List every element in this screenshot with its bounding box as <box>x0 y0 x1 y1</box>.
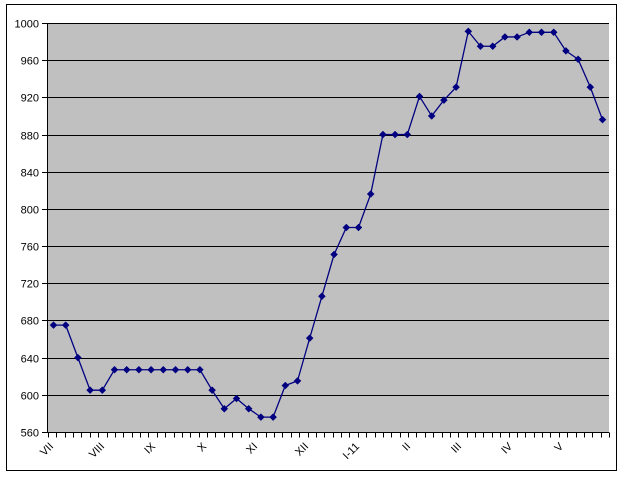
data-point[interactable] <box>74 353 82 362</box>
data-point[interactable] <box>586 83 595 91</box>
data-point[interactable] <box>269 413 277 421</box>
data-point[interactable] <box>452 83 460 91</box>
data-point[interactable] <box>86 386 94 395</box>
y-axis-label: 1000 <box>15 19 39 31</box>
y-axis-label: 960 <box>21 56 39 68</box>
data-point[interactable] <box>379 130 387 139</box>
data-point[interactable] <box>293 377 302 385</box>
data-point[interactable] <box>110 365 119 374</box>
data-point[interactable] <box>257 413 265 421</box>
y-axis-label: 800 <box>21 205 39 217</box>
data-point[interactable] <box>391 130 399 139</box>
data-point[interactable] <box>598 115 607 124</box>
y-axis-label: 600 <box>21 391 39 403</box>
data-point[interactable] <box>171 365 180 374</box>
data-point[interactable] <box>427 112 436 120</box>
y-axis-label: 840 <box>21 168 39 180</box>
data-point[interactable] <box>281 381 290 390</box>
data-point[interactable] <box>244 404 253 413</box>
data-point[interactable] <box>49 321 58 329</box>
data-point[interactable] <box>208 386 216 395</box>
data-point[interactable] <box>330 250 338 259</box>
data-point[interactable] <box>562 47 570 55</box>
data-point[interactable] <box>476 42 485 51</box>
data-point[interactable] <box>501 33 509 41</box>
data-point[interactable] <box>220 404 229 413</box>
data-point[interactable] <box>574 55 582 64</box>
y-axis-label: 920 <box>21 93 39 105</box>
y-axis-label: 760 <box>21 242 39 254</box>
data-point[interactable] <box>305 334 314 342</box>
data-point[interactable] <box>196 365 204 374</box>
data-point[interactable] <box>61 321 70 329</box>
y-axis-label: 880 <box>21 131 39 143</box>
data-point[interactable] <box>232 394 241 403</box>
y-axis-label: 640 <box>21 354 39 366</box>
y-axis-label: 720 <box>21 279 39 291</box>
data-point[interactable] <box>488 42 497 51</box>
data-point[interactable] <box>354 223 363 232</box>
data-point[interactable] <box>183 365 192 374</box>
data-point[interactable] <box>98 386 107 395</box>
data-point[interactable] <box>342 223 351 232</box>
data-point[interactable] <box>537 28 546 37</box>
data-point[interactable] <box>122 365 131 374</box>
data-point[interactable] <box>135 365 143 374</box>
data-point[interactable] <box>525 28 534 37</box>
plot-area[interactable] <box>48 23 609 432</box>
data-point[interactable] <box>159 365 168 374</box>
data-point[interactable] <box>440 96 448 105</box>
data-point[interactable] <box>549 28 558 37</box>
y-axis-label: 680 <box>21 316 39 328</box>
data-point[interactable] <box>513 33 521 41</box>
y-axis-label: 560 <box>21 428 39 440</box>
data-point[interactable] <box>403 130 412 139</box>
data-point[interactable] <box>318 292 326 301</box>
data-point[interactable] <box>415 92 424 101</box>
data-line <box>53 30 604 418</box>
data-point[interactable] <box>147 365 155 374</box>
data-point[interactable] <box>464 27 473 36</box>
data-point[interactable] <box>366 190 375 198</box>
